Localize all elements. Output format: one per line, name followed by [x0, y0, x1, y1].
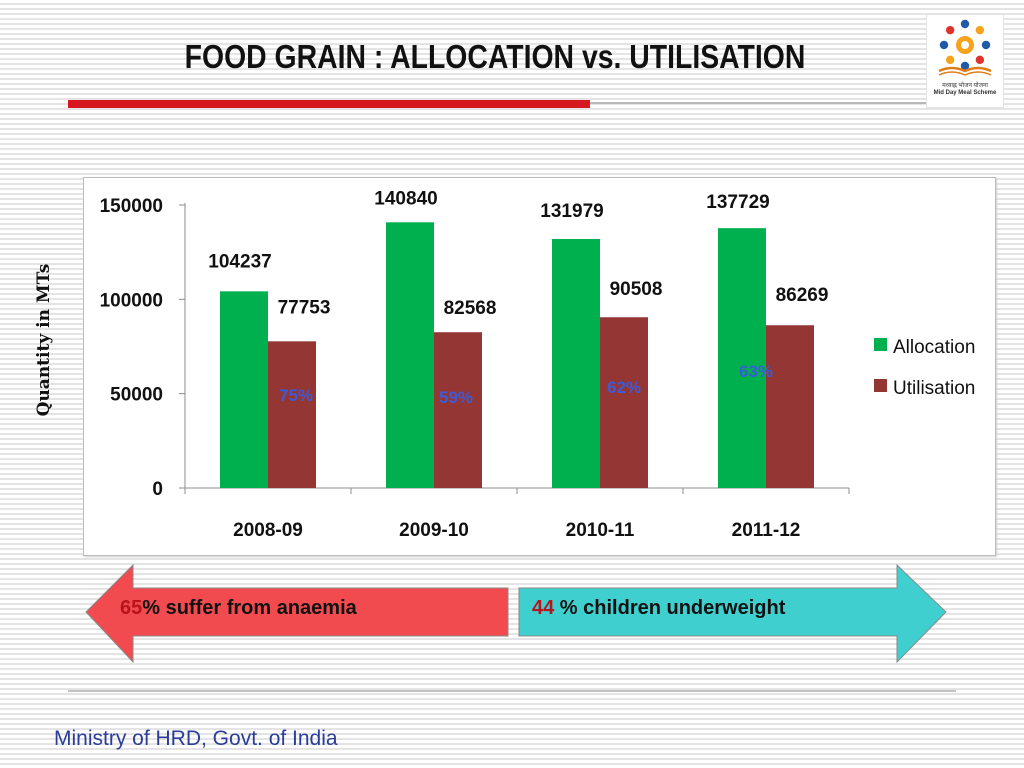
anaemia-number: 65 [120, 597, 143, 619]
logo-figure-icon [945, 25, 955, 35]
x-tick-label: 2011-12 [732, 520, 801, 541]
x-tick-label: 2010-11 [566, 520, 635, 541]
legend-label: Allocation [893, 337, 975, 358]
underweight-number: 44 [532, 597, 555, 619]
people-circle-book-logo-icon [938, 19, 992, 76]
logo-figure-icon [975, 25, 985, 35]
legend-label: Utilisation [893, 378, 975, 399]
bar-utilisation [268, 341, 316, 488]
chart-area [83, 177, 996, 556]
data-label-utilisation: 77753 [278, 297, 331, 318]
logo-english-text: Mid Day Meal Scheme [933, 90, 997, 96]
data-label-allocation: 137729 [706, 192, 769, 213]
y-tick-label: 50000 [110, 385, 163, 406]
underweight-label: % children underweight [554, 597, 786, 619]
anaemia-text: 65% suffer from anaemia [120, 597, 357, 620]
title-underline-red [68, 100, 590, 108]
y-tick-label: 150000 [100, 196, 163, 217]
anaemia-label: % suffer from anaemia [142, 597, 357, 619]
data-label-allocation: 131979 [540, 201, 603, 222]
data-label-allocation: 140840 [374, 188, 437, 209]
y-tick-label: 100000 [100, 290, 163, 311]
data-label-utilisation: 82568 [444, 298, 497, 319]
percentage-annotation: 62% [607, 378, 641, 397]
y-tick-label: 0 [152, 479, 163, 500]
title-underline-gray [590, 102, 956, 104]
x-tick-label: 2008-09 [233, 520, 303, 541]
bar-allocation [386, 222, 434, 488]
logo-figure-icon [945, 55, 955, 65]
percentage-annotation: 63% [739, 362, 773, 381]
slide-title: FOOD GRAIN : ALLOCATION vs. UTILISATION [184, 38, 806, 75]
logo-figure-icon [960, 61, 970, 71]
legend-swatch [874, 338, 887, 351]
bar-allocation [552, 238, 600, 488]
data-label-allocation: 104237 [208, 251, 271, 272]
logo-figure-icon [975, 55, 985, 65]
data-label-utilisation: 90508 [610, 279, 663, 300]
bar-utilisation [434, 332, 482, 488]
percentage-annotation: 59% [439, 388, 473, 407]
logo-hindi-text: मध्याह्न भोजन योजना [942, 83, 988, 89]
logo-figure-icon [939, 40, 949, 50]
percentage-annotation: 75% [279, 386, 313, 405]
underweight-arrow-shape [518, 563, 947, 664]
bar-utilisation [766, 325, 814, 488]
data-label-utilisation: 86269 [776, 285, 829, 306]
anaemia-arrow-shape [85, 563, 509, 664]
bar-allocation [718, 228, 766, 488]
footer-text: Ministry of HRD, Govt. of India [54, 727, 338, 750]
mid-day-meal-logo: मध्याह्न भोजन योजना Mid Day Meal Scheme [926, 14, 1004, 108]
legend-swatch [874, 379, 887, 392]
logo-figure-icon [960, 19, 970, 29]
underweight-text: 44 % children underweight [532, 597, 785, 620]
bar-allocation [220, 291, 268, 488]
bar-utilisation [600, 317, 648, 488]
footer-rule [68, 690, 956, 692]
x-tick-label: 2009-10 [399, 520, 469, 541]
logo-figure-icon [981, 40, 991, 50]
